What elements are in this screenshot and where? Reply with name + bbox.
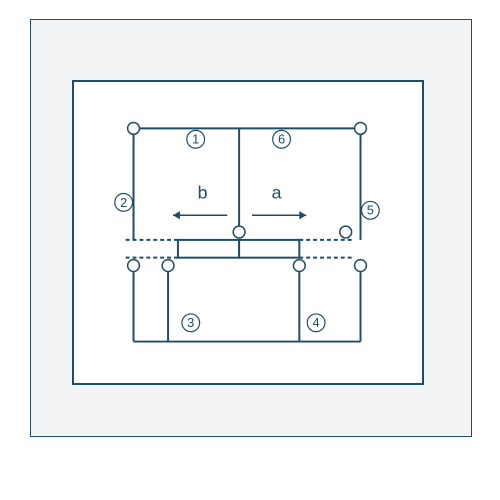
direction-label-a: a [272, 182, 282, 202]
pin-label-1: 1 [187, 130, 205, 148]
svg-text:5: 5 [367, 203, 374, 218]
svg-text:6: 6 [278, 132, 285, 147]
svg-text:3: 3 [187, 315, 194, 330]
svg-text:2: 2 [120, 195, 127, 210]
pin-label-3: 3 [182, 314, 200, 332]
direction-label-b: b [198, 182, 208, 202]
svg-text:4: 4 [313, 315, 320, 330]
pin-label-2: 2 [115, 194, 133, 212]
pin-label-4: 4 [307, 314, 325, 332]
svg-text:1: 1 [192, 132, 199, 147]
page: { "panel": { "x": 30, "y": 19, "w": 442,… [0, 0, 500, 500]
relay-schematic-diagram: b a 1 6 2 5 3 4 [72, 80, 424, 385]
pin-label-5: 5 [361, 201, 379, 219]
pin-label-6: 6 [273, 130, 291, 148]
